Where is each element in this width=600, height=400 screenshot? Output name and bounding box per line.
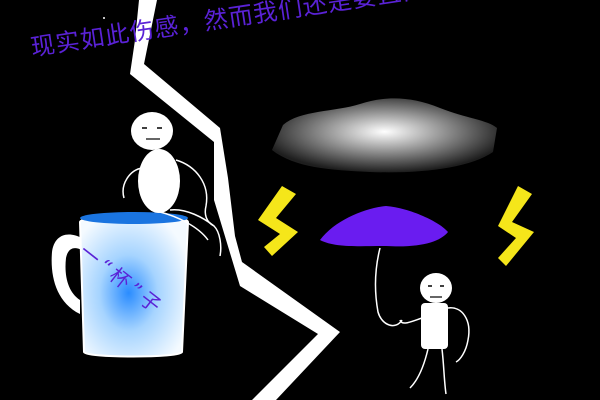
mug-handle (51, 234, 82, 314)
storm-cloud (272, 98, 497, 173)
speck (103, 17, 105, 19)
umbrella-canopy (320, 206, 448, 247)
mug (51, 212, 190, 358)
sitting-stick-figure (122, 112, 222, 257)
yellow-lightning-right (498, 186, 534, 266)
umbrella-handle (374, 247, 403, 327)
white-lightning-bolt (130, 0, 340, 400)
yellow-lightning-left (258, 186, 298, 256)
standing-stick-figure (399, 273, 470, 395)
mug-rim (80, 212, 188, 224)
